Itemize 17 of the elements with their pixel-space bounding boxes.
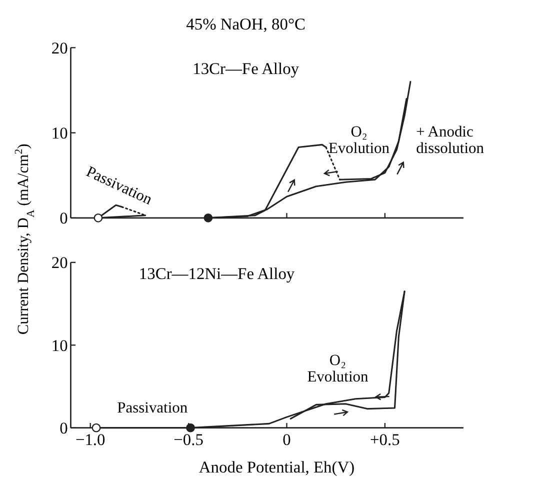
x-tick-label: 0 bbox=[282, 430, 291, 450]
x-axis-title: Anode Potential, Eh(V) bbox=[198, 457, 355, 476]
annotation: O₂ Evolution bbox=[307, 352, 368, 386]
annotation: O₂ Evolution bbox=[328, 124, 390, 158]
chart-title: 13Cr—12Ni—Fe Alloy bbox=[138, 264, 296, 283]
annotation: + Anodic dissolution bbox=[416, 124, 484, 158]
y-tick-label: 20 bbox=[51, 253, 68, 272]
x-tick-label: −0.5 bbox=[174, 430, 204, 450]
y-tick-label: 10 bbox=[51, 336, 68, 355]
x-tick-label: −1.0 bbox=[75, 430, 106, 450]
chart-title: 45% NaOH, 80°C bbox=[186, 14, 306, 34]
y-tick-label: 20 bbox=[51, 38, 68, 58]
x-tick-label: +0.5 bbox=[370, 430, 400, 450]
y-tick-label: 0 bbox=[60, 208, 68, 228]
annotation: Passivation bbox=[117, 399, 188, 416]
text: 13Cr—Fe Alloy bbox=[192, 58, 300, 78]
y-tick-label: 10 bbox=[51, 124, 68, 143]
